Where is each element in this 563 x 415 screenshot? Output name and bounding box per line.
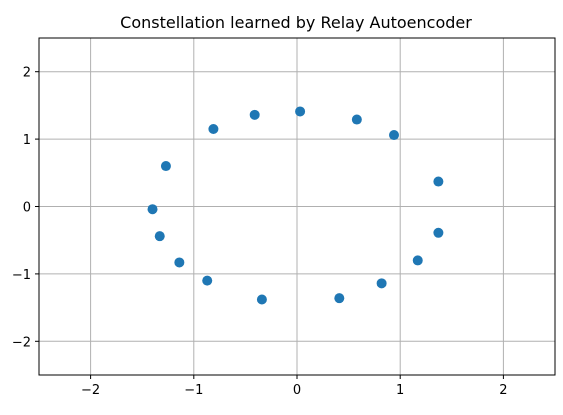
data-point — [256, 294, 267, 305]
data-point — [174, 257, 185, 268]
data-point — [376, 278, 387, 289]
data-point — [249, 109, 260, 120]
data-point — [433, 176, 444, 187]
chart-title: Constellation learned by Relay Autoencod… — [120, 13, 472, 32]
data-point — [295, 106, 306, 117]
data-point — [208, 123, 219, 134]
data-point — [334, 293, 345, 304]
data-point — [389, 130, 400, 141]
data-point — [433, 227, 444, 238]
grid — [39, 38, 555, 375]
data-point — [351, 114, 362, 125]
data-point — [412, 255, 423, 266]
y-tick-label: 2 — [23, 66, 31, 81]
x-tick-label: 2 — [499, 383, 507, 398]
y-tick-label: 1 — [23, 133, 31, 148]
x-tick-label: −1 — [184, 383, 203, 398]
axes — [35, 71, 504, 379]
x-tick-label: −2 — [81, 383, 100, 398]
data-points — [147, 106, 444, 305]
y-tick-label: −2 — [12, 335, 31, 350]
data-point — [160, 161, 171, 172]
x-tick-label: 1 — [396, 383, 404, 398]
plot-frame — [38, 37, 556, 376]
data-point — [154, 231, 165, 242]
data-point — [147, 204, 158, 215]
tick-labels: −2 −1 0 1 2 −2 −1 0 1 2 — [12, 66, 508, 398]
x-tick-label: 0 — [293, 383, 301, 398]
data-point — [202, 275, 213, 286]
y-tick-label: 0 — [23, 201, 31, 216]
y-tick-label: −1 — [12, 268, 31, 283]
